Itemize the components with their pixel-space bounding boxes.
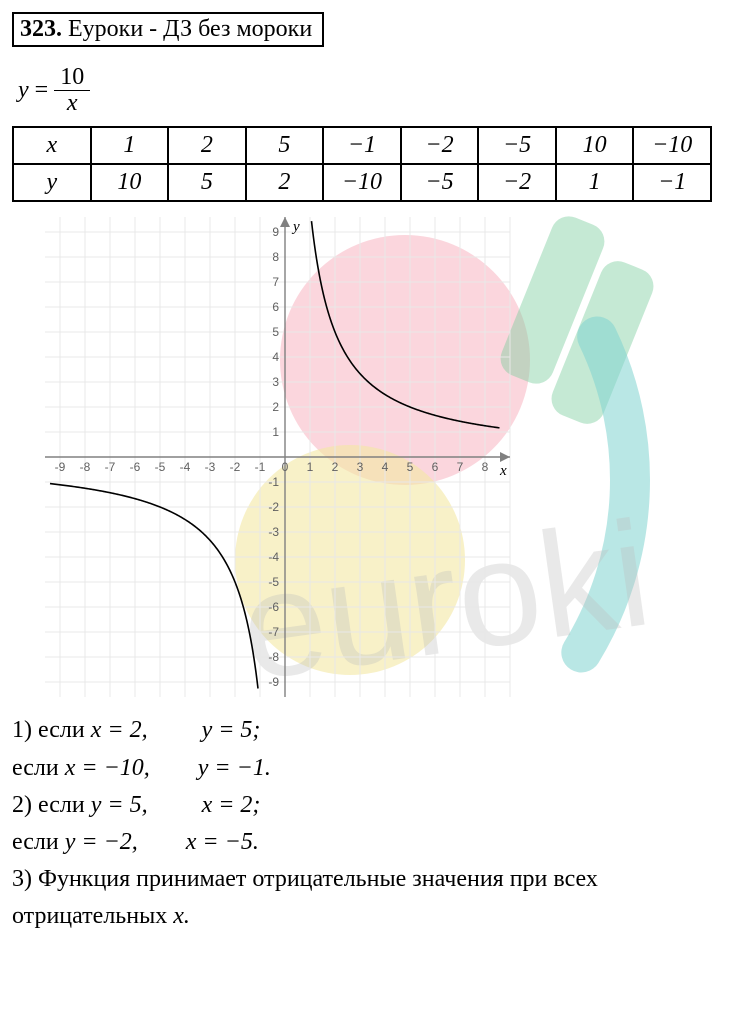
cell: −10	[633, 127, 711, 164]
svg-text:-7: -7	[268, 625, 279, 639]
cell: 2	[246, 164, 324, 201]
svg-text:1: 1	[272, 425, 279, 439]
row-y-label: y	[13, 164, 91, 201]
cell: −5	[401, 164, 479, 201]
svg-text:3: 3	[272, 375, 279, 389]
cell: 5	[168, 164, 246, 201]
cell: 10	[91, 164, 169, 201]
cell: 2	[168, 127, 246, 164]
svg-text:4: 4	[272, 350, 279, 364]
row-x-label: x	[13, 127, 91, 164]
svg-text:6: 6	[272, 300, 279, 314]
answer-line: 1) если x = 2, y = 5;	[12, 712, 718, 749]
svg-text:2: 2	[272, 400, 279, 414]
cell: 10	[556, 127, 634, 164]
svg-text:-9: -9	[55, 460, 66, 474]
svg-text:-3: -3	[268, 525, 279, 539]
svg-text:-6: -6	[130, 460, 141, 474]
formula-denominator: x	[61, 91, 84, 116]
svg-text:8: 8	[482, 460, 489, 474]
svg-text:-1: -1	[255, 460, 266, 474]
svg-text:7: 7	[272, 275, 279, 289]
svg-text:-8: -8	[80, 460, 91, 474]
svg-text:-6: -6	[268, 600, 279, 614]
svg-text:-3: -3	[205, 460, 216, 474]
problem-title-box: 323. Еуроки - ДЗ без мороки	[12, 12, 324, 47]
cell: −1	[323, 127, 401, 164]
svg-text:-4: -4	[180, 460, 191, 474]
svg-text:-1: -1	[268, 475, 279, 489]
svg-text:4: 4	[382, 460, 389, 474]
svg-text:6: 6	[432, 460, 439, 474]
svg-text:-8: -8	[268, 650, 279, 664]
answer-line: отрицательных x.	[12, 898, 718, 935]
cell: 1	[556, 164, 634, 201]
answer-line: 2) если y = 5, x = 2;	[12, 787, 718, 824]
cell: −2	[401, 127, 479, 164]
svg-text:5: 5	[272, 325, 279, 339]
cell: −2	[478, 164, 556, 201]
svg-text:-5: -5	[155, 460, 166, 474]
answer-line: если x = −10, y = −1.	[12, 750, 718, 787]
svg-text:9: 9	[272, 225, 279, 239]
answer-line: 3) Функция принимает отрицательные значе…	[12, 861, 718, 898]
hyperbola-chart: xy-9-8-7-6-5-4-3-2-1012345678-9-8-7-6-5-…	[10, 212, 560, 702]
svg-text:8: 8	[272, 250, 279, 264]
formula-numerator: 10	[54, 65, 90, 90]
svg-text:5: 5	[407, 460, 414, 474]
svg-text:-7: -7	[105, 460, 116, 474]
svg-text:2: 2	[332, 460, 339, 474]
problem-title-text: Еуроки - ДЗ без мороки	[68, 16, 312, 42]
svg-text:x: x	[499, 463, 507, 479]
problem-number: 323.	[20, 16, 62, 42]
formula-lhs: y	[18, 77, 29, 104]
svg-text:3: 3	[357, 460, 364, 474]
cell: −5	[478, 127, 556, 164]
svg-text:-5: -5	[268, 575, 279, 589]
answer-line: если y = −2, x = −5.	[12, 824, 718, 861]
chart-svg: xy-9-8-7-6-5-4-3-2-1012345678-9-8-7-6-5-…	[10, 212, 560, 702]
svg-text:0: 0	[282, 460, 289, 474]
svg-text:y: y	[291, 219, 300, 235]
svg-text:7: 7	[457, 460, 464, 474]
cell: −10	[323, 164, 401, 201]
values-table: x 1 2 5 −1 −2 −5 10 −10 y 10 5 2 −10 −5 …	[12, 126, 712, 202]
formula-eq: =	[35, 77, 49, 104]
table-row: x 1 2 5 −1 −2 −5 10 −10	[13, 127, 711, 164]
cell: 5	[246, 127, 324, 164]
cell: 1	[91, 127, 169, 164]
svg-text:-2: -2	[230, 460, 241, 474]
svg-text:-4: -4	[268, 550, 279, 564]
cell: −1	[633, 164, 711, 201]
answers-block: 1) если x = 2, y = 5; если x = −10, y = …	[12, 712, 718, 935]
formula-fraction: 10 x	[54, 65, 90, 116]
svg-text:1: 1	[307, 460, 314, 474]
svg-text:-2: -2	[268, 500, 279, 514]
formula: y = 10 x	[18, 65, 718, 116]
table-row: y 10 5 2 −10 −5 −2 1 −1	[13, 164, 711, 201]
svg-text:-9: -9	[268, 675, 279, 689]
